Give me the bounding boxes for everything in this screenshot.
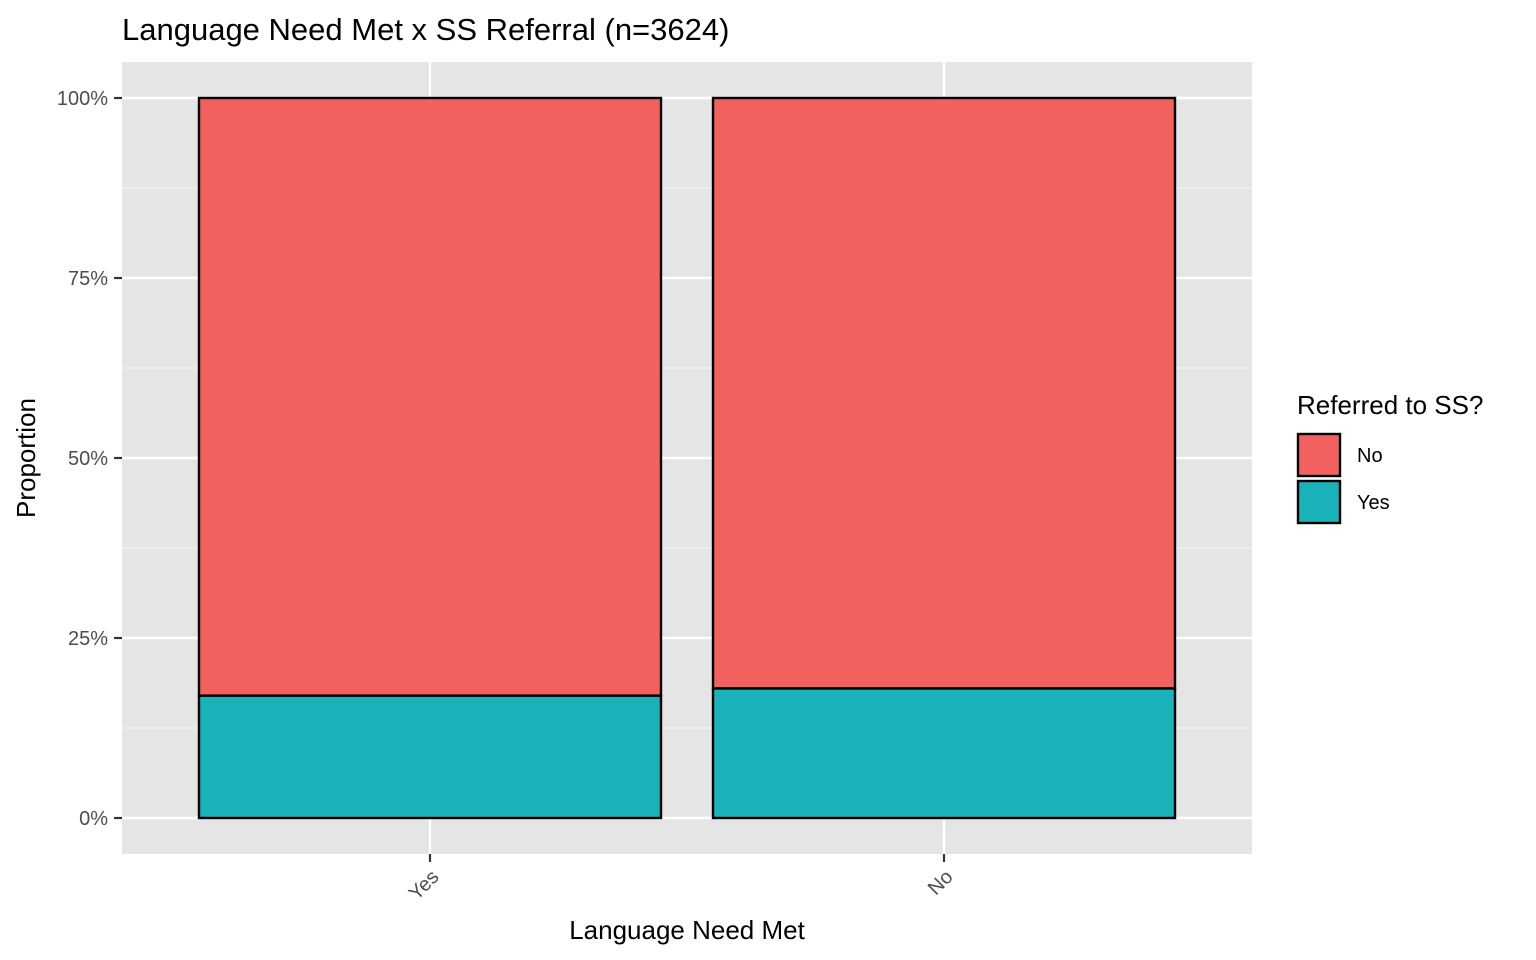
y-tick-label: 75% <box>68 268 108 290</box>
x-axis: Yes No <box>405 854 958 905</box>
bar-segment-yes-no <box>197 96 663 697</box>
y-tick-label: 0% <box>79 808 108 830</box>
legend-swatch-no <box>1296 432 1342 478</box>
legend-swatch-yes <box>1296 479 1342 525</box>
bar-segment-no-no <box>711 96 1177 690</box>
y-tick-label: 100% <box>57 88 108 110</box>
y-tick-label: 25% <box>68 628 108 650</box>
x-tick-label: Yes <box>405 866 444 905</box>
bars <box>197 96 1177 820</box>
bar-segment-yes-yes <box>197 694 663 820</box>
legend: Referred to SS? No Yes <box>1296 390 1483 525</box>
chart-title: Language Need Met x SS Referral (n=3624) <box>122 12 729 47</box>
y-axis: 0% 25% 50% 75% 100% <box>57 88 122 830</box>
legend-label-no: No <box>1357 445 1383 467</box>
legend-title: Referred to SS? <box>1297 390 1483 420</box>
y-axis-title: Proportion <box>11 398 41 518</box>
x-axis-title: Language Need Met <box>569 915 805 945</box>
y-tick-label: 50% <box>68 448 108 470</box>
x-tick-label: No <box>924 866 958 900</box>
legend-label-yes: Yes <box>1357 492 1390 514</box>
bar-segment-no-yes <box>711 687 1177 820</box>
